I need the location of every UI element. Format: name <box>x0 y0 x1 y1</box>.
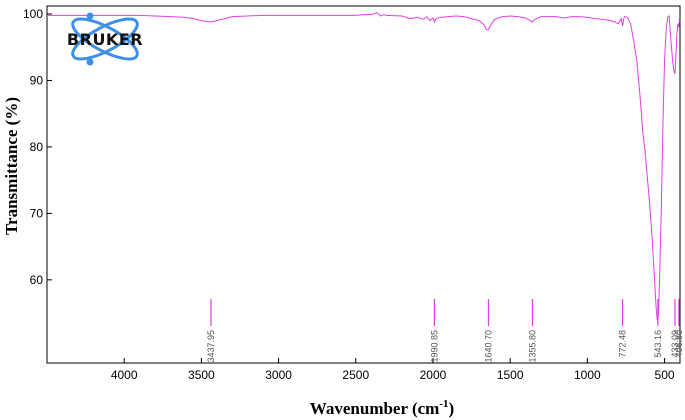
peak-label: 543.16 <box>653 330 663 358</box>
peak-label: 433.09 <box>670 330 680 358</box>
x-tick-label: 500 <box>655 368 675 382</box>
y-tick-label: 100 <box>23 7 43 21</box>
x-axis-title-main: Wavenumber (cm <box>310 399 440 418</box>
x-axis-title: Wavenumber (cm-1) <box>310 398 454 418</box>
logo-orbit-2 <box>71 17 139 61</box>
bruker-logo: BRUKER <box>67 12 143 66</box>
y-tick-label: 90 <box>30 73 44 87</box>
peak-label: 1640.70 <box>483 330 493 363</box>
peak-label: 1355.80 <box>527 330 537 363</box>
y-tick-label: 60 <box>30 273 44 287</box>
peak-label: 406.80 <box>674 330 684 358</box>
logo-dot-bottom <box>86 58 94 66</box>
x-axis-ticks: 4000 3500 3000 2500 2000 1500 1000 500 <box>111 358 675 382</box>
peak-markers: 3437.95 1990.85 1640.70 1355.80 772.48 543.16… <box>206 299 684 363</box>
x-tick-label: 2000 <box>420 368 447 382</box>
peak-label: 772.48 <box>617 330 627 358</box>
x-tick-label: 4000 <box>111 368 138 382</box>
x-axis-title-close: ) <box>449 399 455 418</box>
x-tick-label: 3500 <box>188 368 215 382</box>
logo-dot-top <box>86 12 94 20</box>
x-tick-label: 1500 <box>497 368 524 382</box>
y-tick-label: 70 <box>30 206 44 220</box>
x-axis-title-superscript: -1 <box>439 398 448 410</box>
x-tick-label: 1000 <box>574 368 601 382</box>
plot-frame <box>46 5 681 364</box>
x-tick-label: 2500 <box>342 368 369 382</box>
y-axis-title: Transmittance (%) <box>2 97 21 235</box>
logo-text: BRUKER <box>67 30 143 49</box>
peak-label: 3437.95 <box>206 330 216 363</box>
peak-label: 1990.85 <box>429 330 439 363</box>
spectrum-line <box>47 12 681 323</box>
y-axis-ticks: 100 90 80 70 60 <box>23 7 52 287</box>
x-tick-label: 3000 <box>265 368 292 382</box>
y-tick-label: 80 <box>30 140 44 154</box>
